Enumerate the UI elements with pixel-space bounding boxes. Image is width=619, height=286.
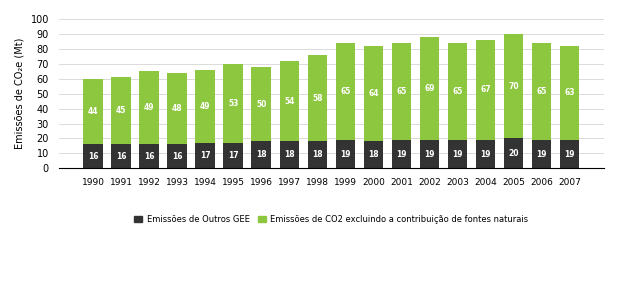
Text: 19: 19: [424, 150, 435, 159]
Bar: [196, 70, 215, 143]
Bar: [168, 73, 187, 144]
Text: 44: 44: [88, 107, 98, 116]
Bar: [560, 140, 579, 168]
Bar: [168, 144, 187, 168]
Text: 65: 65: [536, 87, 547, 96]
Bar: [280, 142, 299, 168]
Bar: [308, 142, 327, 168]
Bar: [363, 46, 383, 142]
Bar: [532, 43, 551, 140]
Text: 16: 16: [116, 152, 126, 161]
Text: 45: 45: [116, 106, 126, 115]
Text: 49: 49: [200, 102, 210, 111]
Text: 16: 16: [144, 152, 155, 161]
Bar: [392, 43, 411, 140]
Bar: [139, 71, 159, 144]
Bar: [392, 140, 411, 168]
Text: 58: 58: [312, 94, 322, 103]
Text: 50: 50: [256, 100, 267, 109]
Bar: [335, 140, 355, 168]
Bar: [363, 142, 383, 168]
Bar: [335, 43, 355, 140]
Text: 18: 18: [312, 150, 322, 159]
Bar: [280, 61, 299, 142]
Text: 64: 64: [368, 89, 379, 98]
Text: 16: 16: [172, 152, 183, 161]
Text: 70: 70: [508, 82, 519, 91]
Bar: [532, 140, 551, 168]
Text: 19: 19: [480, 150, 491, 159]
Text: 49: 49: [144, 103, 155, 112]
Text: 69: 69: [424, 84, 435, 93]
Text: 18: 18: [368, 150, 379, 159]
Legend: Emissões de Outros GEE, Emissões de CO2 excluindo a contribuição de fontes natur: Emissões de Outros GEE, Emissões de CO2 …: [131, 211, 532, 227]
Text: 54: 54: [284, 97, 295, 106]
Bar: [111, 144, 131, 168]
Text: 17: 17: [228, 151, 238, 160]
Text: 65: 65: [452, 87, 462, 96]
Bar: [223, 64, 243, 143]
Text: 19: 19: [452, 150, 462, 159]
Bar: [420, 140, 439, 168]
Bar: [448, 140, 467, 168]
Text: 18: 18: [256, 150, 267, 159]
Text: 19: 19: [536, 150, 547, 159]
Text: 19: 19: [340, 150, 350, 159]
Text: 67: 67: [480, 86, 491, 94]
Text: 17: 17: [200, 151, 210, 160]
Text: 19: 19: [564, 150, 574, 159]
Bar: [251, 142, 271, 168]
Bar: [448, 43, 467, 140]
Bar: [251, 67, 271, 142]
Bar: [84, 79, 103, 144]
Bar: [139, 144, 159, 168]
Text: 65: 65: [340, 87, 350, 96]
Text: 19: 19: [396, 150, 407, 159]
Text: 48: 48: [172, 104, 183, 113]
Bar: [475, 40, 495, 140]
Bar: [308, 55, 327, 142]
Bar: [504, 34, 523, 138]
Bar: [196, 143, 215, 168]
Bar: [560, 46, 579, 140]
Text: 18: 18: [284, 150, 295, 159]
Text: 63: 63: [564, 88, 574, 98]
Bar: [223, 143, 243, 168]
Text: 65: 65: [396, 87, 407, 96]
Bar: [475, 140, 495, 168]
Bar: [111, 77, 131, 144]
Bar: [504, 138, 523, 168]
Bar: [84, 144, 103, 168]
Text: 16: 16: [88, 152, 98, 161]
Y-axis label: Emissões de CO₂e (Mt): Emissões de CO₂e (Mt): [15, 38, 25, 149]
Text: 20: 20: [508, 149, 519, 158]
Text: 53: 53: [228, 99, 238, 108]
Bar: [420, 37, 439, 140]
